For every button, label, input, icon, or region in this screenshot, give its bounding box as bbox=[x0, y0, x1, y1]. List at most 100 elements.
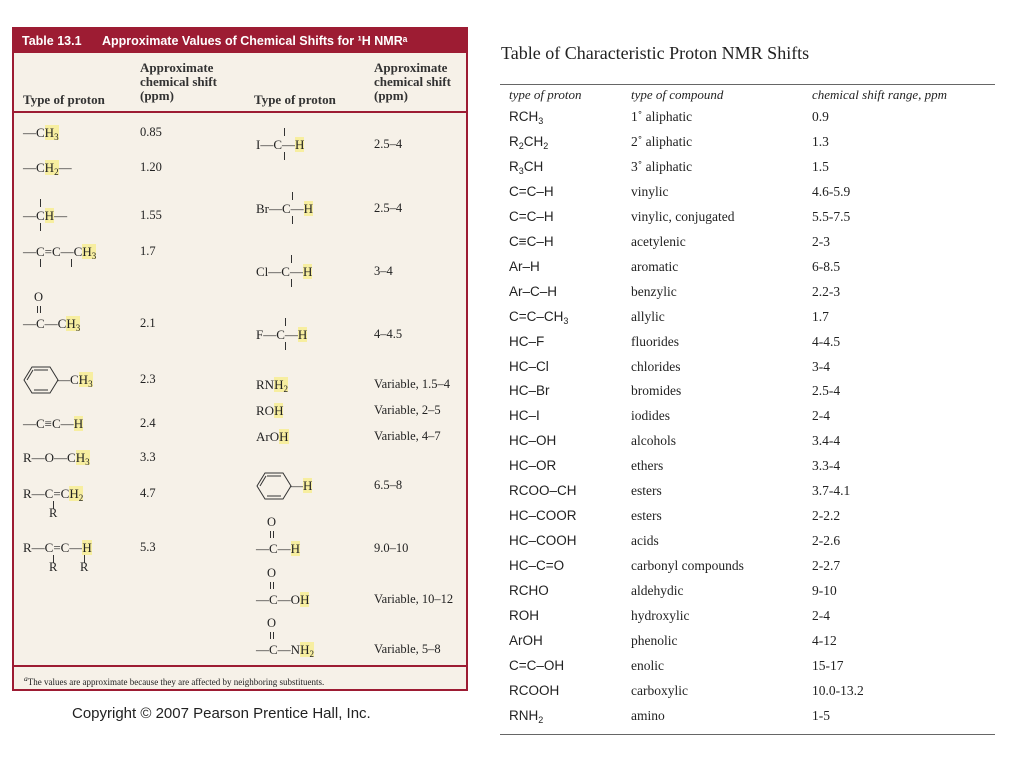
proton-type: R2CH2 bbox=[509, 134, 548, 151]
formula-text: RCHO bbox=[509, 583, 549, 599]
col-header-proton-2: Type of proton bbox=[254, 92, 336, 107]
highlighted-proton: H3 bbox=[66, 316, 81, 333]
bond-line bbox=[71, 259, 72, 267]
bond-line bbox=[291, 279, 292, 287]
benzene-ring-icon bbox=[256, 472, 292, 500]
formula-text: C=C–H bbox=[509, 183, 554, 199]
table-13-1: Table 13.1 Approximate Values of Chemica… bbox=[12, 27, 468, 691]
table-row: C=C–CH3 allylic 1.7 bbox=[0, 309, 1024, 331]
formula-text: ArO bbox=[256, 429, 280, 444]
table-title: Approximate Values of Chemical Shifts fo… bbox=[102, 34, 408, 48]
right-col-formula: —C—OH bbox=[256, 592, 310, 608]
compound-type: iodides bbox=[631, 408, 670, 424]
bond-line bbox=[40, 199, 41, 207]
right-col-shift: 6.5–8 bbox=[374, 478, 403, 492]
bond-line bbox=[292, 192, 293, 200]
bond-line bbox=[84, 555, 85, 563]
table-row: RCOOH carboxylic 10.0-13.2 bbox=[0, 683, 1024, 705]
formula-text: RCOOH bbox=[509, 682, 560, 698]
proton-type: R3CH bbox=[509, 159, 543, 176]
left-col-shift: 2.1 bbox=[140, 316, 156, 330]
highlighted-proton: H2 bbox=[274, 377, 288, 394]
shift-range: 2-4 bbox=[812, 408, 830, 424]
table-row: ROH hydroxylic 2-4 bbox=[0, 608, 1024, 630]
shift-range: 4-4.5 bbox=[812, 333, 841, 349]
highlighted-proton: H3 bbox=[44, 125, 59, 142]
formula-text: HC–C=O bbox=[509, 558, 565, 574]
header-shift-range: chemical shift range, ppm bbox=[812, 87, 948, 102]
shift-range: 15-17 bbox=[812, 657, 844, 673]
header-line: (ppm) bbox=[374, 88, 408, 103]
shift-range: 2-4 bbox=[812, 608, 830, 623]
compound-type: 2˚ aliphatic bbox=[631, 133, 693, 149]
formula-text: RCH bbox=[509, 109, 539, 124]
shift-range: 4-12 bbox=[812, 632, 837, 648]
substituent-r: R bbox=[80, 560, 89, 574]
left-col-shift: 2.4 bbox=[140, 416, 156, 430]
formula-text: HC–F bbox=[509, 333, 545, 349]
proton-type: ROH bbox=[509, 608, 539, 623]
table-row: HC–Cl chlorides 3-4 bbox=[0, 359, 1024, 381]
right-col-shift: Variable, 5–8 bbox=[374, 642, 441, 656]
proton-type: HC–COOH bbox=[509, 533, 577, 548]
formula-text: —C—N bbox=[256, 642, 301, 657]
right-col-shift: Variable, 1.5–4 bbox=[374, 377, 451, 391]
shift-range: 3.3-4 bbox=[812, 458, 841, 474]
left-col-formula: —C=C—CH3 bbox=[23, 244, 97, 261]
right-col-formula: ArOH bbox=[256, 429, 289, 445]
formula-text: —C≡C— bbox=[23, 416, 74, 431]
header-type-of-compound: type of compound bbox=[631, 87, 724, 102]
shift-range: 5.5-7.5 bbox=[812, 208, 851, 224]
header-type-of-proton: type of proton bbox=[509, 87, 582, 102]
formula-text: F—C— bbox=[256, 327, 298, 342]
compound-type: enolic bbox=[631, 657, 664, 673]
shift-range: 1.5 bbox=[812, 158, 829, 174]
left-col-shift: 2.3 bbox=[140, 372, 156, 386]
proton-type: Ar–H bbox=[509, 259, 540, 274]
right-col-shift: 2.5–4 bbox=[374, 137, 403, 151]
formula-text: HC–COOR bbox=[509, 508, 577, 524]
subscript: 2 bbox=[283, 384, 288, 394]
table-row: RCHO aldehydic 9-10 bbox=[0, 583, 1024, 605]
proton-type: RCOO–CH bbox=[509, 483, 577, 498]
right-col-formula: —H bbox=[290, 478, 313, 494]
subscript: 3 bbox=[518, 165, 524, 176]
footnote-divider bbox=[14, 665, 466, 667]
proton-type: C=C–H bbox=[509, 184, 554, 199]
proton-type: C=C–CH3 bbox=[509, 309, 568, 326]
compound-type: amino bbox=[631, 707, 665, 723]
double-bond bbox=[270, 531, 274, 538]
formula-text: RO bbox=[256, 403, 275, 418]
shift-range: 2-2.2 bbox=[812, 508, 841, 524]
right-col-shift: Variable, 2–5 bbox=[374, 403, 441, 417]
formula-text: HC–OR bbox=[509, 458, 557, 474]
compound-type: esters bbox=[631, 508, 662, 524]
highlighted-proton: H2 bbox=[300, 642, 314, 659]
bond-line bbox=[53, 555, 54, 563]
compound-type: benzylic bbox=[631, 283, 677, 299]
highlighted-proton: H bbox=[82, 540, 92, 555]
compound-type: vinylic bbox=[631, 183, 669, 199]
formula-text: —C bbox=[23, 125, 45, 140]
formula-text: ROH bbox=[509, 608, 539, 623]
proton-type: HC–C=O bbox=[509, 558, 564, 573]
formula-text: —C bbox=[23, 160, 45, 175]
right-col-shift: Variable, 10–12 bbox=[374, 592, 454, 606]
left-col-formula: —C≡C—H bbox=[23, 416, 84, 432]
highlighted-proton: H bbox=[303, 478, 313, 493]
formula-text: — bbox=[290, 478, 303, 493]
subscript: 3 bbox=[538, 116, 544, 126]
table-row: HC–F fluorides 4-4.5 bbox=[0, 334, 1024, 356]
shift-range: 2-3 bbox=[812, 233, 830, 249]
col-header-proton-1: Type of proton bbox=[23, 92, 105, 107]
formula-text: RN bbox=[256, 377, 275, 392]
right-col-formula: I—C—H bbox=[256, 137, 305, 153]
left-col-formula: R—C=CH2 bbox=[23, 486, 84, 503]
shift-range: 0.9 bbox=[812, 109, 829, 124]
right-col-formula: Cl—C—H bbox=[256, 264, 313, 280]
formula-text: RCOO–CH bbox=[509, 483, 577, 499]
compound-type: alcohols bbox=[631, 433, 676, 449]
shift-range: 10.0-13.2 bbox=[812, 682, 864, 698]
highlighted-proton: H3 bbox=[78, 372, 93, 389]
left-col-shift: 4.7 bbox=[140, 486, 156, 500]
